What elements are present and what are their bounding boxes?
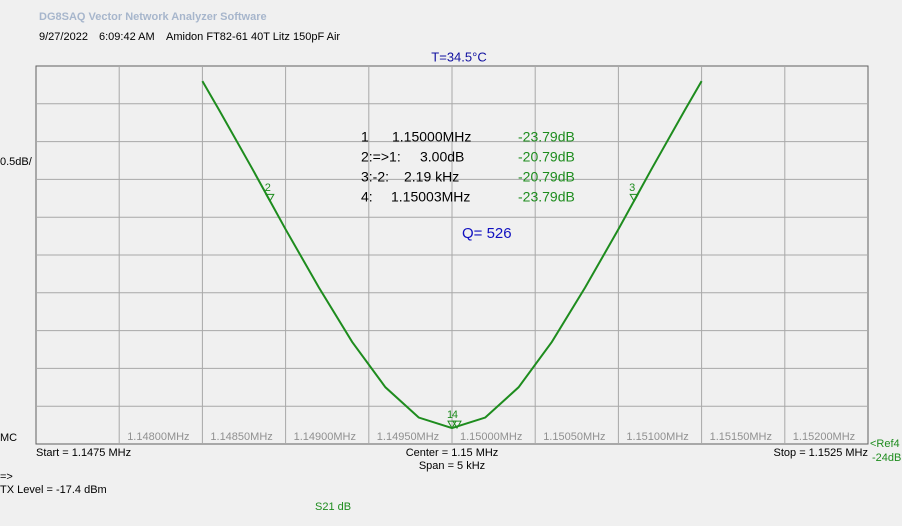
readout-cell: 3:-2: xyxy=(361,169,389,185)
description: Amidon FT82-61 40T Litz 150pF Air xyxy=(166,31,340,43)
readout-cell: -20.79dB xyxy=(518,149,575,165)
marker xyxy=(452,420,462,430)
left-label: MC xyxy=(0,432,17,444)
readout-cell: 1 xyxy=(361,129,369,145)
marker xyxy=(264,193,275,203)
stop-label: Stop = 1.1525 MHz xyxy=(774,447,868,459)
marker-label: 3 xyxy=(629,182,635,194)
temperature: T=34.5°C xyxy=(431,49,486,64)
ref-value: -24dB xyxy=(872,452,901,464)
x-tick-label: 1.15100MHz xyxy=(626,431,688,443)
readout-cell: 2.19 kHz xyxy=(404,169,459,185)
marker xyxy=(447,420,457,430)
readout-cell: -20.79dB xyxy=(518,169,575,185)
x-tick-label: 1.15000MHz xyxy=(460,431,522,443)
marker-label: 4 xyxy=(452,409,458,421)
x-tick-label: 1.14800MHz xyxy=(127,431,189,443)
x-tick-label: 1.14950MHz xyxy=(377,431,439,443)
time: 6:09:42 AM xyxy=(99,31,155,43)
readout-cell: 1.15003MHz xyxy=(391,189,470,205)
tx-level: TX Level = -17.4 dBm xyxy=(0,484,107,496)
legend-entry: S21 dB xyxy=(315,501,351,513)
marker-label: 1 xyxy=(447,409,453,421)
scale-label: 0.5dB/ xyxy=(0,156,33,168)
readout-cell: -23.79dB xyxy=(518,129,575,145)
x-tick-label: 1.15050MHz xyxy=(543,431,605,443)
readout-cell: 1.15000MHz xyxy=(392,129,471,145)
date: 9/27/2022 xyxy=(39,31,88,43)
marker-label: 2 xyxy=(265,182,271,194)
x-tick-label: 1.15150MHz xyxy=(710,431,772,443)
x-tick-label: 1.14850MHz xyxy=(210,431,272,443)
center-label: Center = 1.15 MHz xyxy=(406,447,499,459)
readout-cell: 3.00dB xyxy=(420,149,464,165)
readout-cell: -23.79dB xyxy=(518,189,575,205)
span-label: Span = 5 kHz xyxy=(419,460,485,472)
marker xyxy=(629,193,640,203)
x-tick-label: 1.14900MHz xyxy=(294,431,356,443)
app-title: DG8SAQ Vector Network Analyzer Software xyxy=(39,11,267,23)
q-label: Q= 526 xyxy=(462,225,512,242)
readout-cell: 2:=>1: xyxy=(361,149,401,165)
start-label: Start = 1.1475 MHz xyxy=(36,447,131,459)
arrow-label: => xyxy=(0,471,13,483)
ref-label: <Ref4 xyxy=(870,438,900,450)
readout-cell: 4: xyxy=(361,189,373,205)
x-tick-label: 1.15200MHz xyxy=(793,431,855,443)
